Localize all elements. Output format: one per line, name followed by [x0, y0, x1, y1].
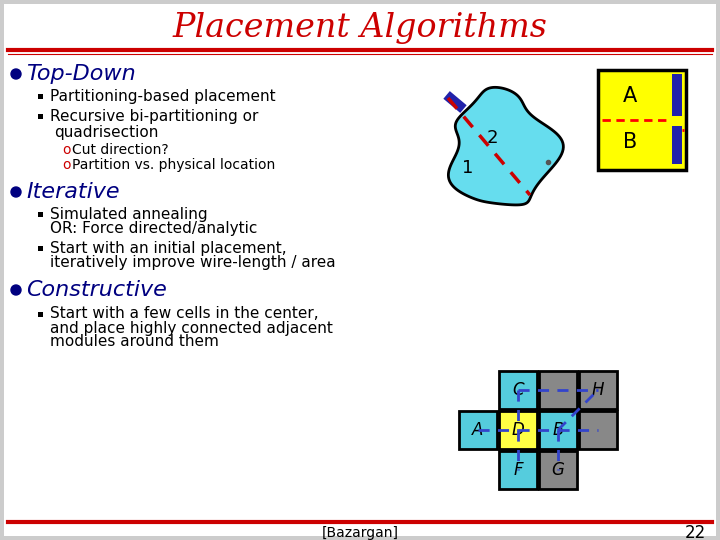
Text: OR: Force directed/analytic: OR: Force directed/analytic: [50, 220, 257, 235]
FancyBboxPatch shape: [539, 411, 577, 449]
Text: 1: 1: [462, 159, 474, 177]
FancyBboxPatch shape: [579, 411, 617, 449]
Text: Start with an initial placement,: Start with an initial placement,: [50, 240, 287, 255]
FancyBboxPatch shape: [499, 451, 537, 489]
Text: H: H: [592, 381, 604, 399]
FancyBboxPatch shape: [539, 451, 577, 489]
FancyBboxPatch shape: [499, 371, 537, 409]
Text: [Bazargan]: [Bazargan]: [322, 526, 398, 540]
Text: Start with a few cells in the center,: Start with a few cells in the center,: [50, 307, 319, 321]
Circle shape: [11, 69, 21, 79]
Text: Partitioning-based placement: Partitioning-based placement: [50, 89, 276, 104]
FancyBboxPatch shape: [37, 212, 42, 217]
FancyBboxPatch shape: [37, 312, 42, 316]
Text: Top-Down: Top-Down: [26, 64, 136, 84]
Circle shape: [11, 187, 21, 197]
FancyBboxPatch shape: [499, 411, 537, 449]
Text: Placement Algorithms: Placement Algorithms: [173, 12, 547, 44]
Text: 2: 2: [486, 129, 498, 147]
Text: Simulated annealing: Simulated annealing: [50, 206, 207, 221]
Text: 22: 22: [685, 524, 706, 540]
Text: iteratively improve wire-length / area: iteratively improve wire-length / area: [50, 254, 336, 269]
Text: A: A: [472, 421, 484, 439]
Text: Iterative: Iterative: [26, 182, 120, 202]
FancyBboxPatch shape: [539, 371, 577, 409]
FancyBboxPatch shape: [459, 411, 497, 449]
Text: Partition vs. physical location: Partition vs. physical location: [72, 158, 275, 172]
FancyBboxPatch shape: [37, 246, 42, 251]
Circle shape: [11, 285, 21, 295]
FancyBboxPatch shape: [598, 70, 686, 170]
Text: G: G: [552, 461, 564, 479]
Text: Constructive: Constructive: [26, 280, 167, 300]
Text: Recursive bi-partitioning or: Recursive bi-partitioning or: [50, 109, 258, 124]
FancyBboxPatch shape: [37, 93, 42, 98]
Polygon shape: [449, 87, 563, 205]
Text: F: F: [513, 461, 523, 479]
Text: D: D: [512, 421, 524, 439]
Text: A: A: [623, 86, 637, 106]
Text: Cut direction?: Cut direction?: [72, 143, 168, 157]
FancyBboxPatch shape: [37, 113, 42, 118]
Text: o: o: [62, 158, 71, 172]
Text: o: o: [62, 143, 71, 157]
FancyBboxPatch shape: [672, 74, 682, 116]
FancyBboxPatch shape: [672, 126, 682, 164]
Bar: [513, 170, 536, 192]
FancyBboxPatch shape: [579, 371, 617, 409]
Text: B: B: [552, 421, 564, 439]
Text: C: C: [512, 381, 524, 399]
Text: and place highly connected adjacent: and place highly connected adjacent: [50, 321, 333, 335]
Text: quadrisection: quadrisection: [54, 125, 158, 139]
Text: B: B: [623, 132, 637, 152]
Bar: [444, 91, 467, 113]
Text: modules around them: modules around them: [50, 334, 219, 349]
FancyBboxPatch shape: [4, 4, 716, 536]
